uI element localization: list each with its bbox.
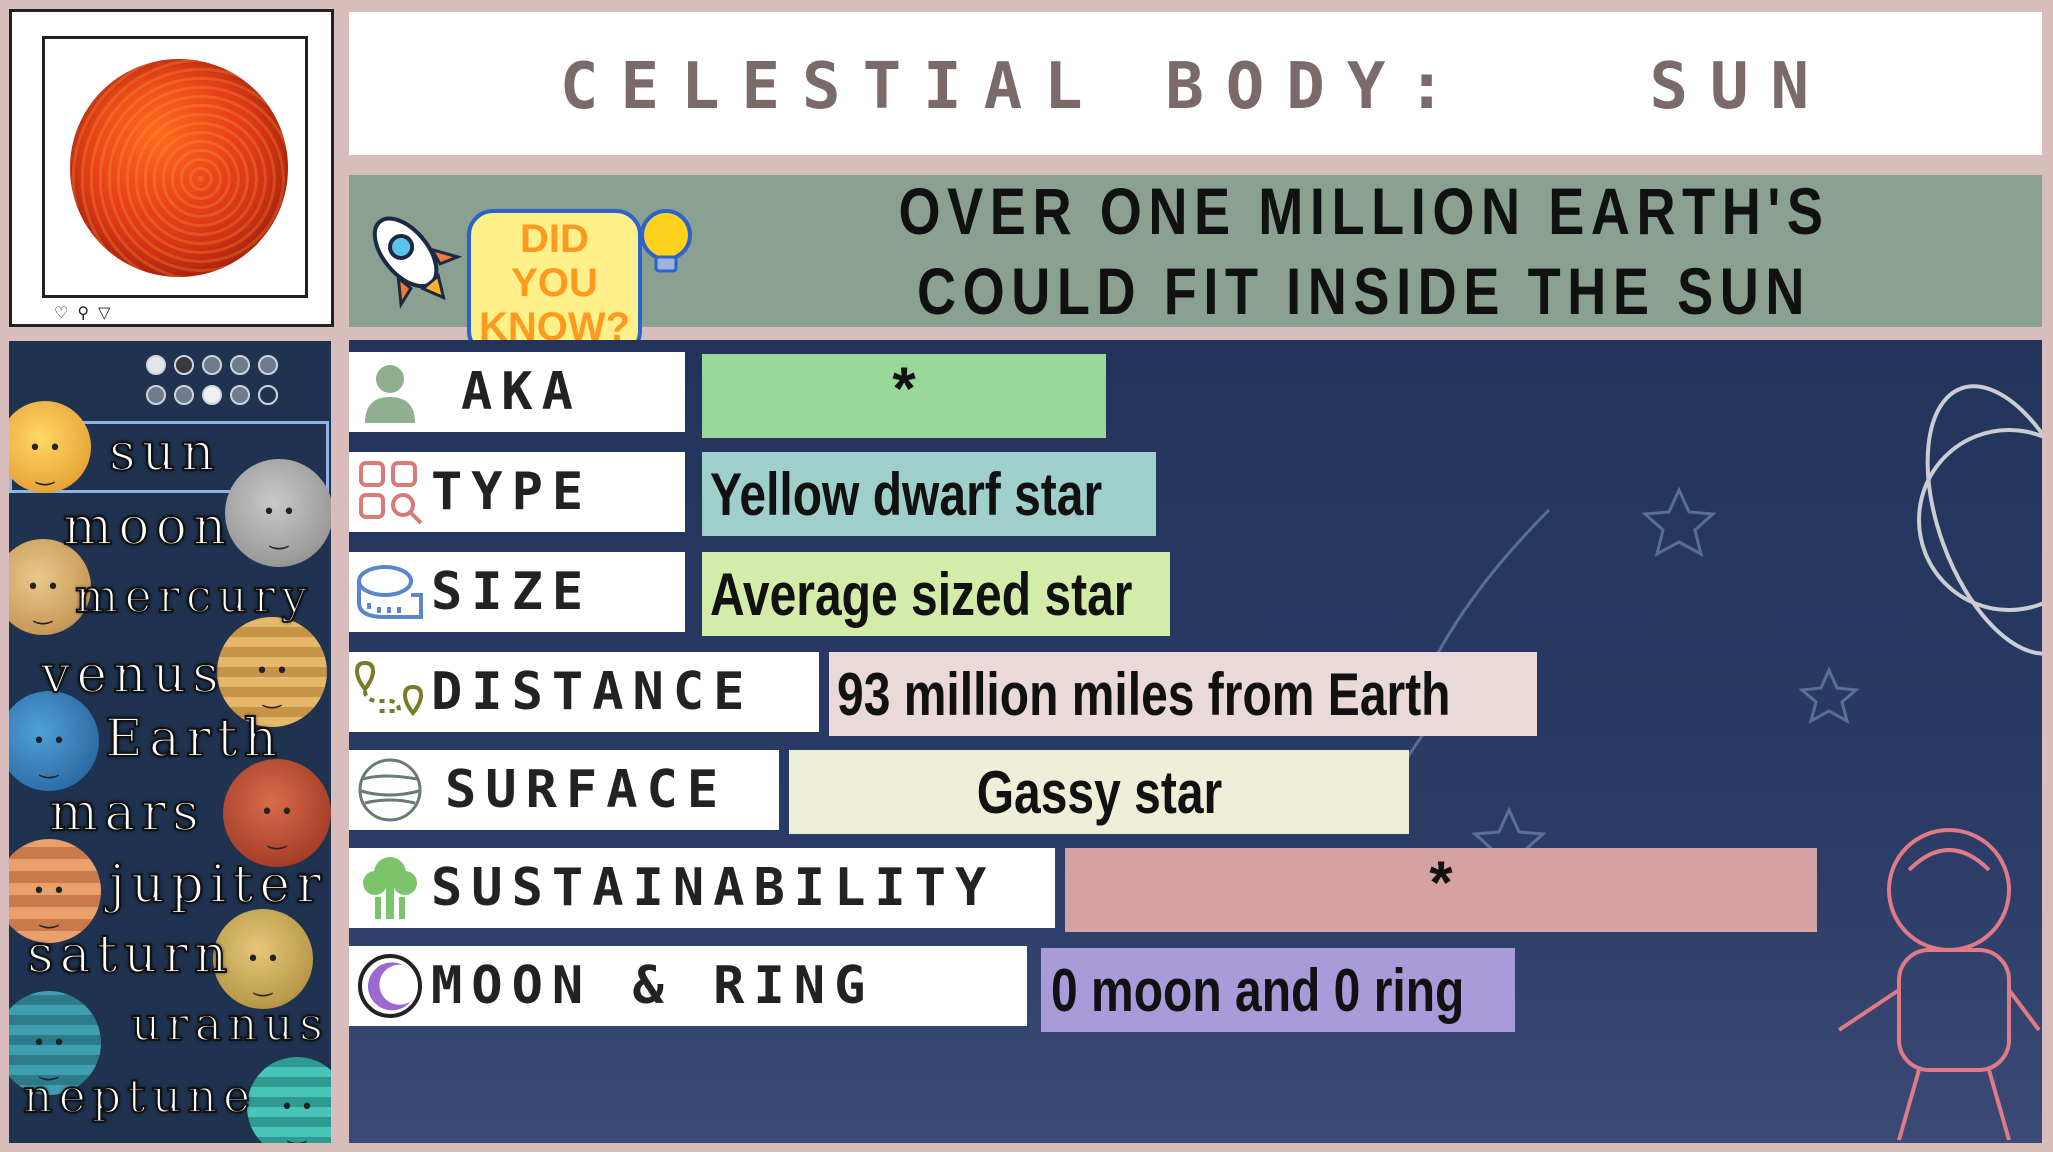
property-label-moon-ring: MOON & RING xyxy=(349,946,1027,1026)
share-icon[interactable]: ▽ xyxy=(98,303,111,322)
sustainability-value: * xyxy=(1429,849,1453,916)
properties-panel: AKA * TYPE Yellow dwarf star SIZE Averag… xyxy=(349,340,2042,1143)
property-value-distance: 93 million miles from Earth xyxy=(829,652,1537,736)
distance-label: DISTANCE xyxy=(431,662,754,722)
property-label-sustainability: SUSTAINABILITY xyxy=(349,848,1055,928)
fact-text: OVER ONE MILLION EARTH'S COULD FIT INSID… xyxy=(898,174,1830,328)
property-label-distance: DISTANCE xyxy=(349,652,819,732)
crescent-moon-icon xyxy=(358,954,422,1018)
thumbnail-dot[interactable] xyxy=(202,355,222,375)
property-value-size: Average sized star xyxy=(702,552,1170,636)
space-decorations xyxy=(1387,384,2042,1141)
title-value: SUN xyxy=(1649,50,1832,124)
property-label-surface: SURFACE xyxy=(349,750,779,830)
thumbnail-dot[interactable] xyxy=(258,355,278,375)
property-label-type: TYPE xyxy=(349,452,685,532)
title-bar: CELESTIAL BODY: SUN xyxy=(349,12,2042,155)
property-value-sustainability: * xyxy=(1065,848,1817,932)
sustainability-label: SUSTAINABILITY xyxy=(431,858,996,918)
surface-value: Gassy star xyxy=(976,758,1222,826)
thumbnail-dot[interactable] xyxy=(146,355,166,375)
title-label: CELESTIAL BODY: xyxy=(559,50,1468,124)
sidebar-item-moon[interactable]: moon xyxy=(62,496,233,558)
thumbnail-dot[interactable] xyxy=(230,355,250,375)
person-icon xyxy=(365,365,415,423)
heart-icon[interactable]: ♡ xyxy=(54,303,69,322)
thumbnail-dot[interactable] xyxy=(258,385,278,405)
tape-measure-icon xyxy=(357,565,423,619)
aka-value: * xyxy=(892,355,916,422)
sidebar-item-venus[interactable]: venus xyxy=(40,644,225,706)
earth-planet-icon: • • ‿ xyxy=(9,691,99,791)
distance-value: 93 million miles from Earth xyxy=(837,660,1451,728)
sidebar-item-saturn[interactable]: saturn xyxy=(26,924,234,986)
moon-ring-value: 0 moon and 0 ring xyxy=(1051,956,1465,1024)
type-label: TYPE xyxy=(431,462,593,522)
thumbnail-dot[interactable] xyxy=(174,355,194,375)
sidebar-item-uranus[interactable]: uranus xyxy=(130,996,329,1052)
thumbnail-dot[interactable] xyxy=(174,385,194,405)
thumbnail-dot[interactable] xyxy=(146,385,166,405)
property-value-aka: * xyxy=(702,354,1106,438)
property-value-surface: Gassy star xyxy=(789,750,1409,834)
did-you-know-badge: DID YOU KNOW? xyxy=(467,189,697,357)
sidebar-item-earth[interactable]: Earth xyxy=(104,708,284,770)
property-value-moon-ring: 0 moon and 0 ring xyxy=(1041,948,1515,1032)
lightbulb-icon xyxy=(640,209,692,273)
sidebar-item-jupiter[interactable]: jupiter xyxy=(108,854,328,916)
surface-label: SURFACE xyxy=(445,760,728,820)
sun-photo xyxy=(42,36,308,298)
saturn-planet-icon: • • ‿ xyxy=(213,909,313,1009)
jupiter-planet-icon: • • ‿ xyxy=(9,839,101,943)
sidebar-item-mercury[interactable]: mercury xyxy=(74,568,314,624)
property-value-type: Yellow dwarf star xyxy=(702,452,1156,536)
sun-planet-icon: • • ‿ xyxy=(9,401,91,493)
size-value: Average sized star xyxy=(710,560,1133,628)
comment-icon[interactable]: ⚲ xyxy=(77,303,90,322)
planet-thumbnails-row-2 xyxy=(146,385,278,405)
gas-planet-icon xyxy=(358,758,422,822)
sun-photo-frame: ♡ ⚲ ▽ xyxy=(9,9,334,327)
tree-icon xyxy=(363,857,417,919)
moon-planet-icon: • • ‿ xyxy=(225,459,331,567)
route-pin-icon xyxy=(355,660,424,717)
sidebar-item-neptune[interactable]: neptune xyxy=(22,1068,257,1124)
planet-thumbnails-row-1 xyxy=(146,355,278,375)
moon-ring-label: MOON & RING xyxy=(431,956,875,1016)
fact-banner: DID YOU KNOW? OVER ONE MILLION EARTH'S CO… xyxy=(349,174,2042,357)
thumbnail-dot[interactable] xyxy=(202,385,222,405)
thumbnail-dot[interactable] xyxy=(230,385,250,405)
mercury-planet-icon: • • ‿ xyxy=(9,539,91,635)
planet-sidebar: • • ‿ • • ‿ • • ‿ • • ‿ • • ‿ • • ‿ • • ‿ • • ‿ … xyxy=(9,341,331,1143)
badge-line-1: DID YOU xyxy=(511,217,598,305)
sun-image xyxy=(70,59,288,277)
mars-planet-icon: • • ‿ xyxy=(223,759,331,867)
type-value: Yellow dwarf star xyxy=(710,460,1103,528)
aka-label: AKA xyxy=(461,362,582,422)
sidebar-item-mars[interactable]: mars xyxy=(48,782,205,844)
size-label: SIZE xyxy=(431,562,593,622)
neptune-planet-icon: • • ‿ xyxy=(247,1057,331,1143)
uranus-planet-icon: • • ‿ xyxy=(9,991,101,1095)
rocket-icon xyxy=(372,216,463,310)
category-search-icon xyxy=(359,461,423,525)
page-title: CELESTIAL BODY: SUN xyxy=(349,50,2042,124)
venus-planet-icon: • • ‿ xyxy=(217,617,327,727)
property-label-size: SIZE xyxy=(349,552,685,632)
sidebar-item-sun[interactable]: sun xyxy=(108,422,221,484)
property-label-aka: AKA xyxy=(349,352,685,432)
